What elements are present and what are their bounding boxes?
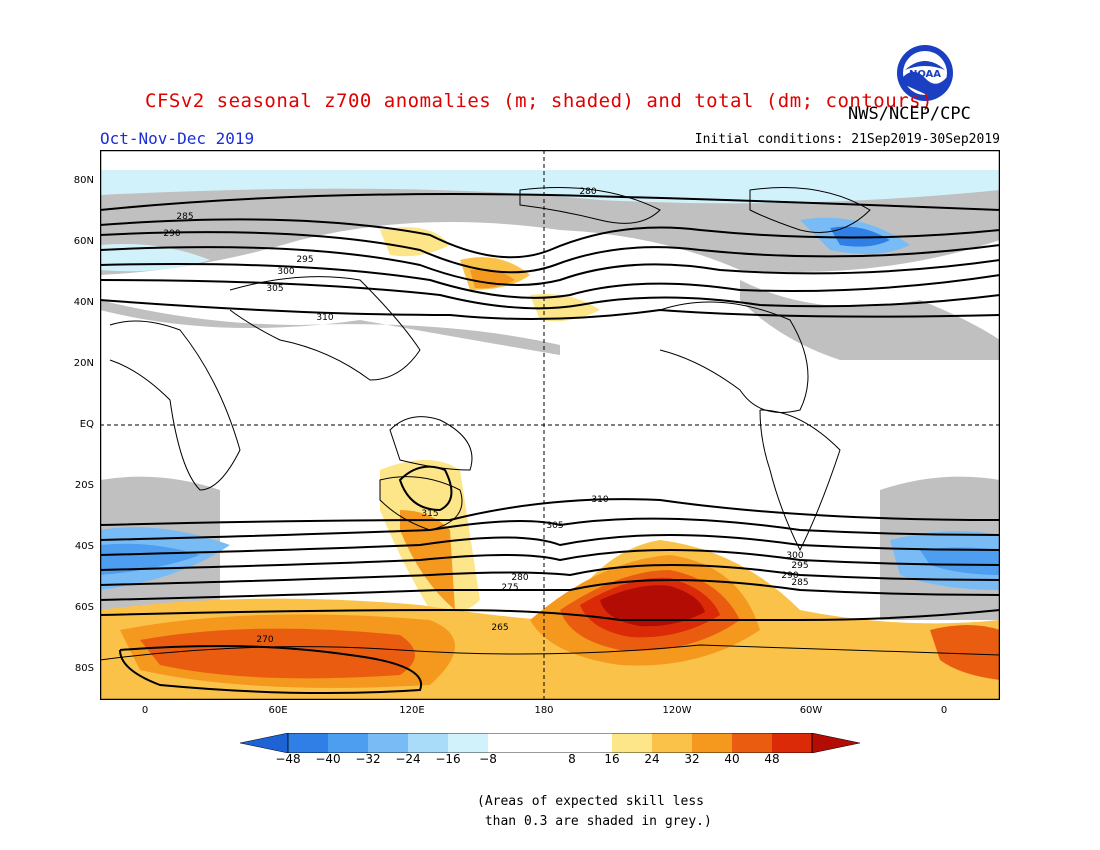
coastlines [100,187,1000,661]
lat-label: EQ [79,419,94,430]
lat-label: 80N [73,175,94,186]
lon-label: 0 [940,705,948,716]
contour-label-315: 315 [421,509,438,519]
lon-label: 60E [268,705,288,716]
colorbar-tick: 40 [724,752,740,766]
chart-title: CFSv2 seasonal z700 anomalies (m; shaded… [145,90,933,112]
contour-label-305: 305 [266,284,283,294]
lat-label: 40N [73,297,94,308]
southern-anomaly-shading [100,460,1000,700]
lat-label: 20S [74,480,94,491]
colorbar-segment [612,733,652,753]
colorbar-tick: 16 [604,752,620,766]
colorbar-tick: 48 [764,752,780,766]
lat-label: 40S [74,541,94,552]
contour-label-280: 280 [579,187,596,197]
colorbar-segment [732,733,772,753]
contour-label-290-s: 290 [781,571,798,581]
lon-label: 120W [662,705,692,716]
noaa-logo: NOAA [897,45,953,101]
colorbar-segment [240,733,289,753]
lon-label: 120E [399,705,425,716]
colorbar-tick: −8 [479,752,497,766]
contour-label-300-s: 300 [786,551,803,561]
height-contours [100,193,1000,695]
forecast-period: Oct-Nov-Dec 2019 [100,129,255,148]
colorbar-tick: 8 [568,752,576,766]
contour-label-275: 275 [501,583,518,593]
agency-label: NWS/NCEP/CPC [848,104,971,124]
colorbar-segment [288,733,328,753]
colorbar-segment [811,733,860,753]
colorbar-segment [772,733,812,753]
colorbar-segment [488,733,612,753]
contour-label-280-s: 280 [511,573,528,583]
contour-label-310: 310 [316,313,333,323]
lat-label: 60N [73,236,94,247]
contour-label-290: 290 [163,229,180,239]
footnote-line-2: than 0.3 are shaded in grey.) [477,814,712,829]
lat-label: 60S [74,602,94,613]
lat-label: 80S [74,663,94,674]
footnote-line-1: (Areas of expected skill less [477,794,704,809]
initial-conditions: Initial conditions: 21Sep2019-30Sep2019 [694,132,1000,147]
colorbar-tick: −32 [355,752,381,766]
lat-label: 20N [73,358,94,369]
colorbar-tick: 24 [644,752,660,766]
contour-label-285: 285 [176,212,193,222]
colorbar-segment [652,733,692,753]
lon-label: 0 [141,705,149,716]
colorbar-segment [692,733,732,753]
colorbar-segment [328,733,368,753]
contour-label-285-s: 285 [791,578,808,588]
contour-label-310-s: 310 [591,495,608,505]
colorbar-tick: −48 [275,752,301,766]
colorbar-segment [368,733,408,753]
colorbar-tick: −24 [395,752,421,766]
colorbar [240,733,860,753]
lon-label: 60W [799,705,823,716]
contour-label-300: 300 [277,267,294,277]
anomaly-map: 280 285 290 295 300 305 310 315 270 265 … [100,150,1000,700]
contour-label-265: 265 [491,623,508,633]
colorbar-segment [408,733,448,753]
logo-text: NOAA [909,69,941,80]
lon-label: 180 [534,705,554,716]
contour-label-305-s: 305 [546,521,563,531]
contour-label-270: 270 [256,635,273,645]
colorbar-tick: −40 [315,752,341,766]
footnote: (Areas of expected skill less than 0.3 a… [477,792,712,832]
contour-label-295: 295 [296,255,313,265]
colorbar-segment [448,733,488,753]
colorbar-tick: −16 [435,752,461,766]
colorbar-tick: 32 [684,752,700,766]
contour-label-295-s: 295 [791,561,808,571]
contour-labels: 280 285 290 295 300 305 310 315 270 265 … [163,187,808,645]
